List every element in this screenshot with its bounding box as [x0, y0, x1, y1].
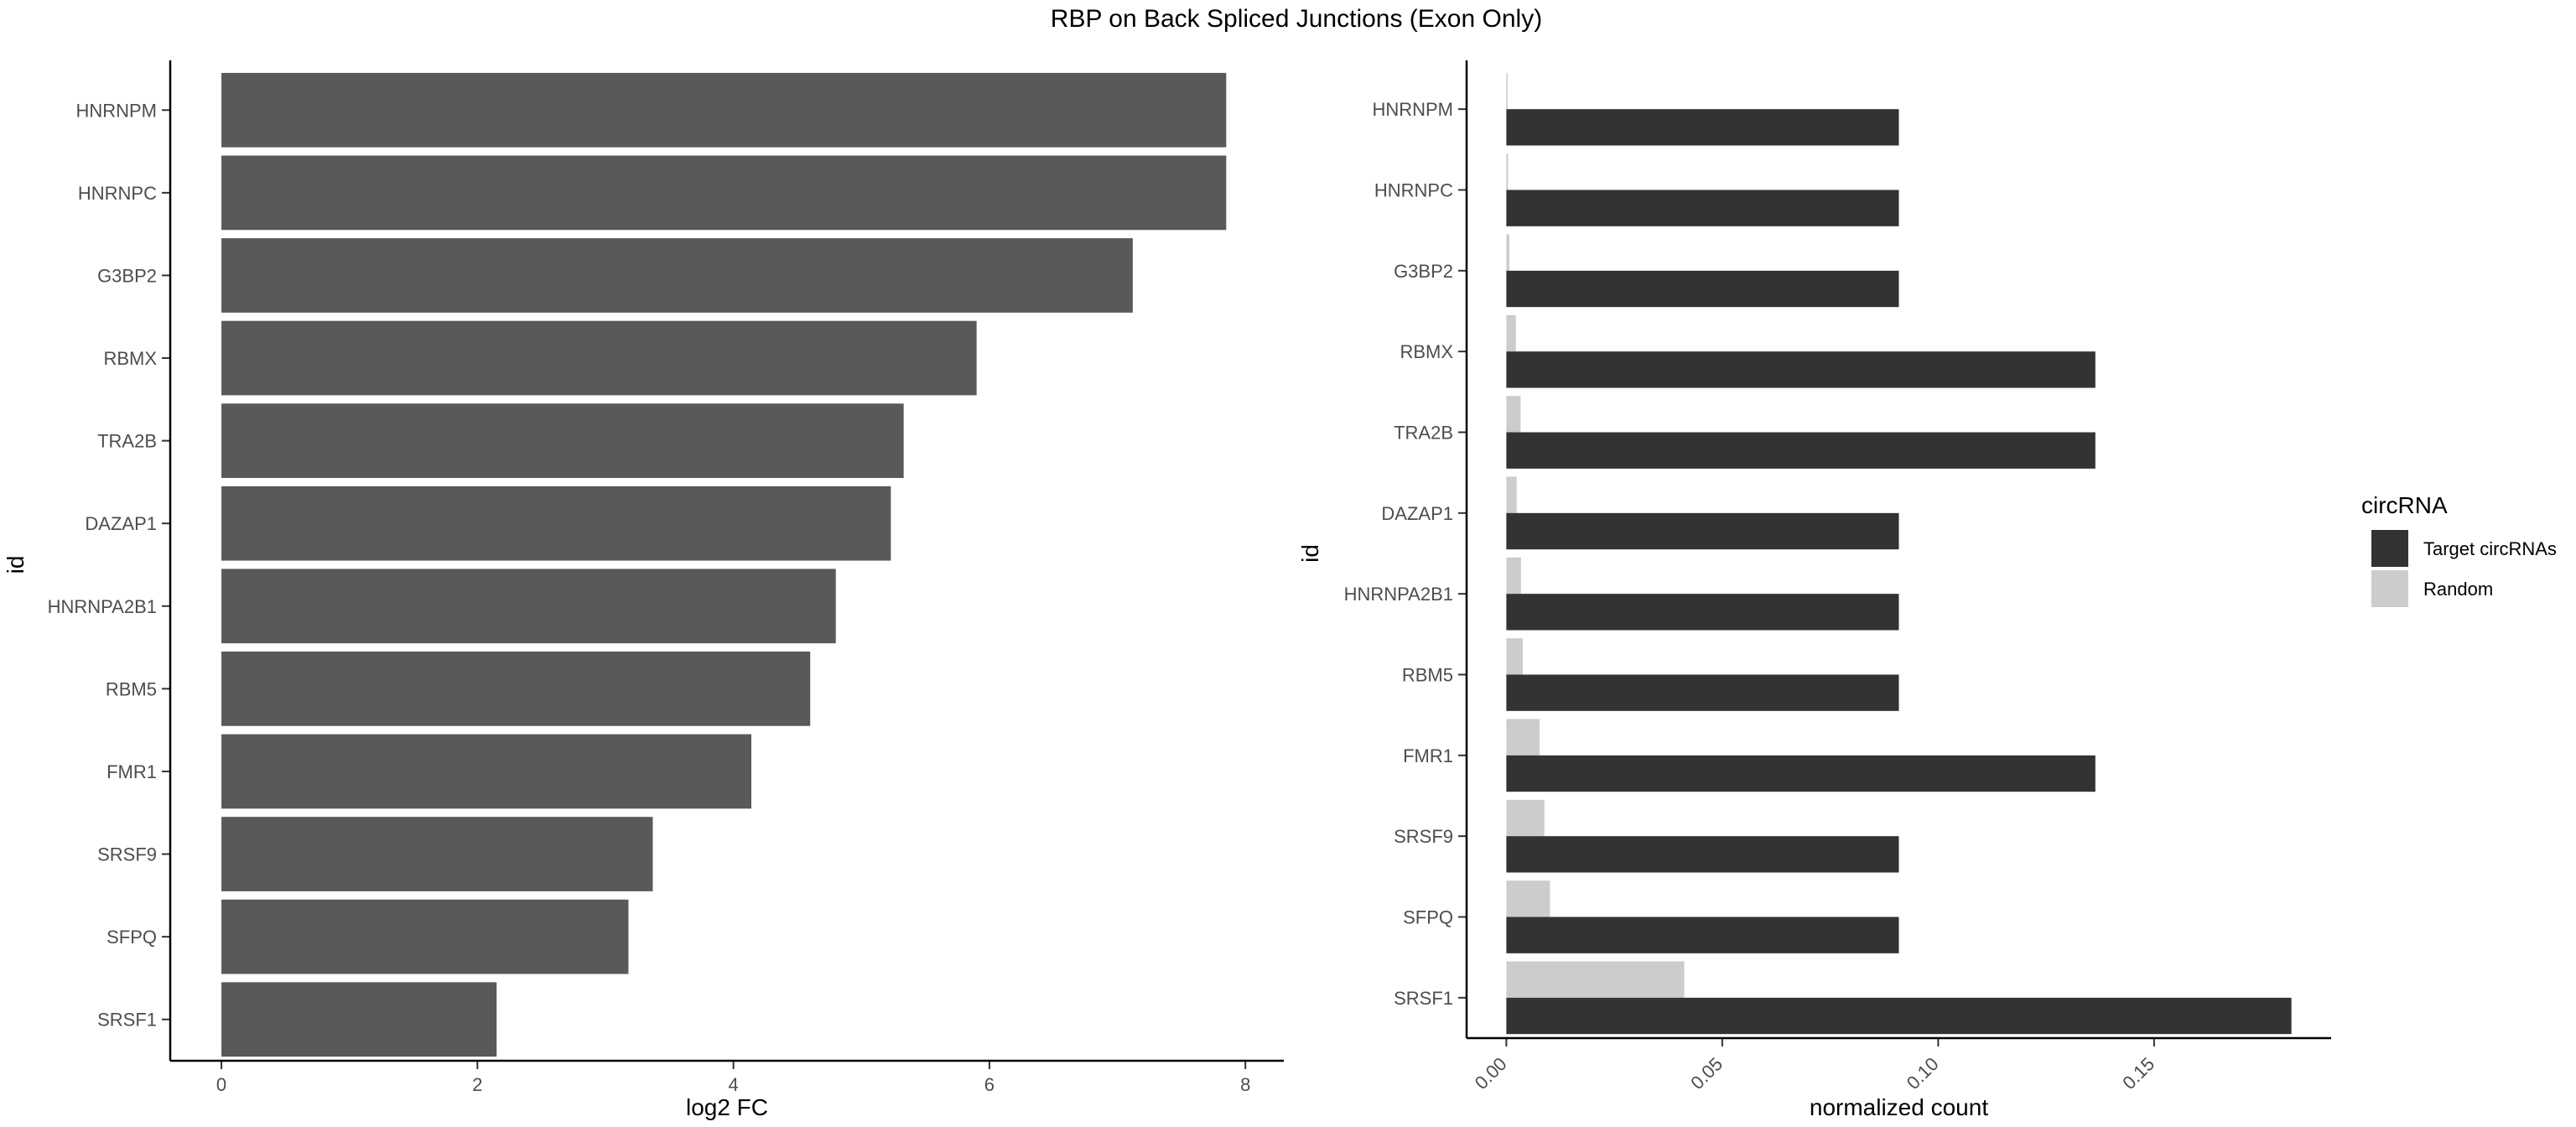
legend-swatch-random — [2371, 570, 2408, 607]
bar-random-tra2b — [1506, 396, 1521, 433]
x-tick-label: 6 — [984, 1074, 995, 1095]
bar-random-dazap1 — [1506, 476, 1517, 513]
legend-label-random: Random — [2423, 579, 2493, 600]
bar-target-srsf1 — [1506, 997, 2292, 1035]
y-tick-label-rbm5: RBM5 — [1402, 665, 1453, 686]
y-tick-label-sfpq: SFPQ — [1403, 907, 1453, 928]
y-tick-label-srsf1: SRSF1 — [97, 1010, 157, 1031]
x-tick-label: 4 — [729, 1074, 739, 1095]
left-panel-log2fc: HNRNPM HNRNPC G3BP2 RBMX TRA2B DAZAP1 HNRNPA2B… — [3, 60, 1284, 1120]
bar-target-sfpq — [1506, 917, 1899, 953]
bar-rbm5 — [221, 652, 811, 726]
right-x-axis-title: normalized count — [1810, 1094, 1988, 1120]
x-tick-label: 8 — [1240, 1074, 1250, 1095]
bar-g3bp2 — [221, 238, 1133, 313]
x-tick-label: 0 — [216, 1074, 226, 1095]
y-tick-label-hnrnpa2b1: HNRNPA2B1 — [1344, 584, 1453, 605]
bar-random-srsf1 — [1506, 961, 1685, 998]
right-bars — [1506, 72, 2292, 1035]
y-tick-label-hnrnpa2b1: HNRNPA2B1 — [48, 596, 157, 617]
left-x-axis-title: log2 FC — [686, 1094, 768, 1120]
y-tick-label-srsf9: SRSF9 — [97, 844, 157, 865]
bar-random-sfpq — [1506, 880, 1550, 917]
legend-label-target: Target circRNAs — [2423, 538, 2557, 559]
bar-tra2b — [221, 403, 904, 478]
legend-swatch-target — [2371, 530, 2408, 567]
bar-target-g3bp2 — [1506, 270, 1899, 308]
y-tick-label-tra2b: TRA2B — [97, 431, 157, 452]
x-tick-label: 0.15 — [2118, 1053, 2158, 1093]
right-y-axis-title: id — [1297, 544, 1323, 563]
y-tick-label-rbm5: RBM5 — [106, 678, 157, 699]
bar-target-rbm5 — [1506, 674, 1899, 711]
bar-target-dazap1 — [1506, 512, 1899, 550]
x-tick-label: 0.05 — [1686, 1053, 1727, 1093]
bar-random-fmr1 — [1506, 719, 1540, 756]
y-tick-label-hnrnpm: HNRNPM — [75, 100, 157, 121]
y-tick-label-fmr1: FMR1 — [1403, 745, 1453, 766]
left-bars — [221, 72, 1227, 1057]
y-tick-label-hnrnpm: HNRNPM — [1372, 99, 1453, 120]
figure-title: RBP on Back Spliced Junctions (Exon Only… — [1051, 5, 1542, 33]
bar-random-hnrnpa2b1 — [1506, 557, 1521, 595]
legend-title: circRNA — [2361, 492, 2448, 518]
bar-target-hnrnpm — [1506, 109, 1899, 146]
y-tick-label-g3bp2: G3BP2 — [97, 265, 157, 286]
bar-hnrnpa2b1 — [221, 569, 836, 644]
x-tick-label: 0.10 — [1903, 1053, 1943, 1093]
bar-target-hnrnpa2b1 — [1506, 594, 1899, 631]
right-y-ticks: HNRNPM HNRNPC G3BP2 RBMX TRA2B DAZAP1 HNRNPA2B… — [1344, 99, 1467, 1009]
y-tick-label-rbmx: RBMX — [103, 348, 157, 369]
right-panel-normalized-count: HNRNPM HNRNPC G3BP2 RBMX TRA2B DAZAP1 HNRNPA2B… — [1297, 60, 2331, 1120]
y-tick-label-hnrnpc: HNRNPC — [1374, 180, 1453, 201]
y-tick-label-dazap1: DAZAP1 — [1381, 503, 1453, 524]
y-tick-label-srsf9: SRSF9 — [1394, 826, 1453, 847]
left-x-ticks: 0 2 4 6 8 — [216, 1061, 1250, 1095]
bar-hnrnpm — [221, 72, 1227, 148]
bar-hnrnpc — [221, 155, 1227, 231]
bar-random-srsf9 — [1506, 799, 1545, 837]
y-tick-label-fmr1: FMR1 — [106, 761, 157, 782]
x-tick-label: 2 — [472, 1074, 482, 1095]
bar-random-hnrnpm — [1506, 72, 1508, 110]
bar-target-hnrnpc — [1506, 190, 1899, 226]
bar-random-rbm5 — [1506, 638, 1523, 675]
x-tick-label: 0.00 — [1471, 1053, 1511, 1093]
y-tick-label-sfpq: SFPQ — [106, 927, 157, 948]
y-tick-label-rbmx: RBMX — [1400, 341, 1453, 362]
y-tick-label-tra2b: TRA2B — [1394, 423, 1453, 444]
y-tick-label-srsf1: SRSF1 — [1394, 988, 1453, 1009]
bar-srsf1 — [221, 982, 497, 1057]
bar-random-rbmx — [1506, 314, 1516, 352]
left-y-axis-title: id — [3, 556, 29, 574]
legend: circRNA Target circRNAs Random — [2361, 492, 2557, 607]
left-y-ticks: HNRNPM HNRNPC G3BP2 RBMX TRA2B DAZAP1 HNRNPA2B… — [48, 100, 170, 1031]
bar-srsf9 — [221, 817, 653, 891]
y-tick-label-g3bp2: G3BP2 — [1394, 261, 1453, 282]
y-tick-label-hnrnpc: HNRNPC — [78, 183, 157, 204]
bar-dazap1 — [221, 486, 891, 561]
bar-target-srsf9 — [1506, 836, 1899, 873]
bar-target-fmr1 — [1506, 755, 2096, 792]
y-tick-label-dazap1: DAZAP1 — [85, 513, 157, 534]
bar-fmr1 — [221, 734, 752, 809]
bar-random-g3bp2 — [1506, 234, 1509, 271]
right-x-ticks: 0.00 0.05 0.10 0.15 — [1471, 1038, 2158, 1093]
bar-rbmx — [221, 320, 977, 396]
bar-target-tra2b — [1506, 432, 2096, 469]
bar-random-hnrnpc — [1506, 153, 1509, 190]
bar-sfpq — [221, 899, 629, 974]
bar-target-rbmx — [1506, 351, 2096, 388]
